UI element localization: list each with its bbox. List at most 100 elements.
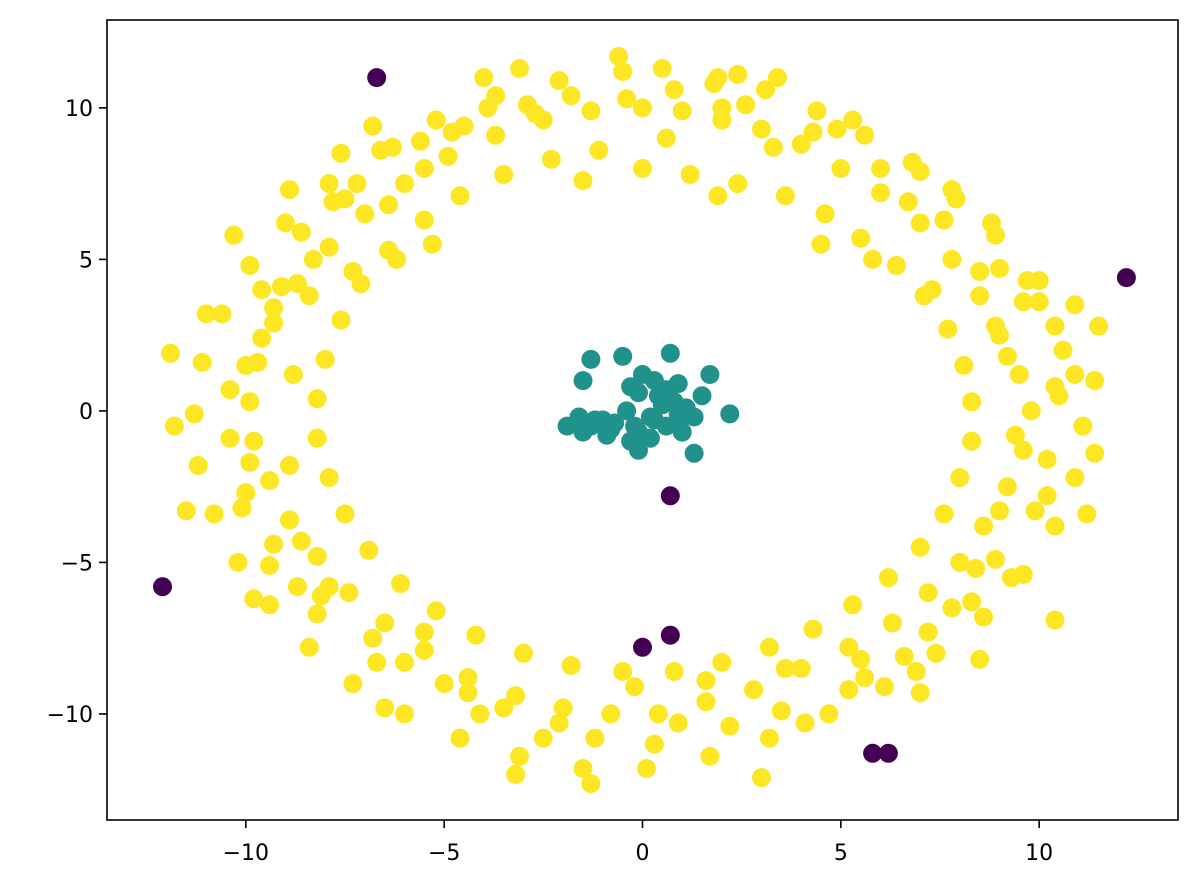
scatter-point-ring bbox=[510, 59, 529, 78]
scatter-point-ring bbox=[680, 165, 700, 184]
scatter-point-center bbox=[613, 346, 633, 366]
scatter-point-ring bbox=[1009, 365, 1029, 384]
scatter-point-ring bbox=[299, 286, 319, 306]
scatter-point-ring bbox=[236, 356, 256, 375]
scatter-point-ring bbox=[204, 504, 224, 524]
scatter-point-center bbox=[668, 404, 688, 424]
scatter-point-center bbox=[573, 371, 593, 391]
scatter-point-center bbox=[692, 386, 712, 406]
scatter-point-ring bbox=[1045, 610, 1065, 630]
scatter-point-ring bbox=[541, 149, 561, 169]
scatter-point-ring bbox=[1037, 449, 1057, 469]
scatter-point-ring bbox=[252, 280, 272, 300]
scatter-point-ring bbox=[458, 668, 478, 688]
scatter-point-ring bbox=[260, 471, 280, 491]
scatter-point-ring bbox=[438, 146, 458, 166]
scatter-point-ring bbox=[696, 692, 716, 712]
scatter-point-ring bbox=[922, 280, 942, 300]
scatter-point-ring bbox=[339, 583, 359, 603]
scatter-point-ring bbox=[395, 652, 414, 672]
scatter-point-ring bbox=[514, 643, 533, 663]
scatter-point-ring bbox=[319, 468, 339, 488]
scatter-point-ring bbox=[260, 595, 280, 615]
scatter-point-ring bbox=[510, 746, 529, 766]
scatter-point-ring bbox=[561, 656, 581, 675]
scatter-point-ring bbox=[1089, 316, 1109, 336]
y-tick-label: 10 bbox=[65, 97, 93, 122]
scatter-point-ring bbox=[283, 365, 303, 384]
scatter-point-ring bbox=[970, 649, 990, 669]
scatter-point-ring bbox=[609, 46, 629, 66]
scatter-point-ring bbox=[910, 213, 930, 233]
scatter-point-ring bbox=[240, 256, 260, 275]
scatter-point-ring bbox=[763, 137, 783, 157]
scatter-point-ring bbox=[938, 319, 958, 339]
scatter-point-ring bbox=[775, 186, 795, 206]
scatter-point-ring bbox=[375, 613, 395, 633]
scatter-point-ring bbox=[533, 728, 553, 748]
scatter-point-ring bbox=[450, 728, 470, 748]
scatter-point-ring bbox=[224, 225, 244, 245]
scatter-point-ring bbox=[839, 680, 859, 700]
scatter-point-ring bbox=[1085, 371, 1105, 391]
scatter-point-ring bbox=[807, 101, 827, 121]
scatter-point-ring bbox=[934, 210, 954, 230]
scatter-point-ring bbox=[553, 698, 573, 718]
scatter-point-ring bbox=[573, 759, 593, 778]
scatter-point-ring bbox=[708, 68, 728, 88]
scatter-point-ring bbox=[700, 746, 720, 766]
scatter-point-ring bbox=[934, 504, 954, 524]
scatter-point-ring bbox=[442, 122, 462, 142]
scatter-point-ring bbox=[644, 734, 664, 754]
scatter-point-ring bbox=[228, 552, 248, 572]
scatter-point-ring bbox=[280, 456, 299, 475]
scatter-point-ring bbox=[819, 704, 839, 724]
scatter-point-ring bbox=[926, 643, 946, 663]
y-axis-ticks: −10 −5 0 5 10 bbox=[47, 97, 107, 728]
scatter-point-ring bbox=[625, 677, 645, 697]
scatter-point-ring bbox=[272, 277, 291, 297]
scatter-point-ring bbox=[1029, 292, 1049, 312]
scatter-point-ring bbox=[886, 256, 906, 275]
y-tick-label: −5 bbox=[61, 551, 93, 576]
scatter-point-ring bbox=[942, 249, 962, 269]
scatter-point-ring bbox=[478, 98, 498, 118]
scatter-point-ring bbox=[970, 286, 990, 306]
scatter-point-ring bbox=[395, 174, 414, 194]
scatter-point-ring bbox=[184, 404, 204, 424]
scatter-point-ring bbox=[843, 595, 863, 615]
scatter-point-ring bbox=[708, 186, 728, 206]
scatter-point-ring bbox=[161, 343, 180, 363]
scatter-point-ring bbox=[974, 516, 994, 536]
scatter-point-ring bbox=[573, 171, 593, 191]
scatter-point-ring bbox=[771, 701, 791, 721]
scatter-point-ring bbox=[875, 677, 894, 697]
scatter-point-ring bbox=[347, 174, 367, 194]
scatter-point-ring bbox=[954, 356, 974, 375]
scatter-point-ring bbox=[561, 86, 581, 106]
scatter-point-ring bbox=[315, 349, 335, 369]
scatter-point-ring bbox=[1045, 516, 1065, 536]
scatter-point-ring bbox=[1053, 340, 1073, 360]
scatter-point-ring bbox=[1013, 440, 1033, 460]
scatter-point-ring bbox=[232, 498, 252, 518]
scatter-point-center bbox=[720, 404, 740, 424]
scatter-point-ring bbox=[303, 249, 323, 269]
scatter-point-ring bbox=[1029, 271, 1049, 291]
scatter-point-ring bbox=[466, 625, 486, 645]
scatter-point-ring bbox=[795, 713, 815, 733]
scatter-point-ring bbox=[613, 62, 633, 81]
scatter-point-ring bbox=[728, 174, 748, 194]
scatter-point-ring bbox=[851, 228, 871, 248]
scatter-point-ring bbox=[359, 540, 379, 560]
scatter-point-ring bbox=[1013, 292, 1033, 312]
x-axis-ticks: −10 −5 0 5 10 bbox=[223, 820, 1053, 866]
scatter-point-ring bbox=[1001, 568, 1021, 588]
scatter-point-ring bbox=[1021, 401, 1041, 421]
scatter-point-ring bbox=[494, 165, 514, 184]
scatter-point-ring bbox=[1005, 425, 1025, 445]
scatter-point-ring bbox=[240, 452, 260, 472]
scatter-point-ring bbox=[422, 234, 442, 254]
x-tick-label: 0 bbox=[636, 841, 650, 866]
scatter-point-ring bbox=[815, 204, 835, 224]
